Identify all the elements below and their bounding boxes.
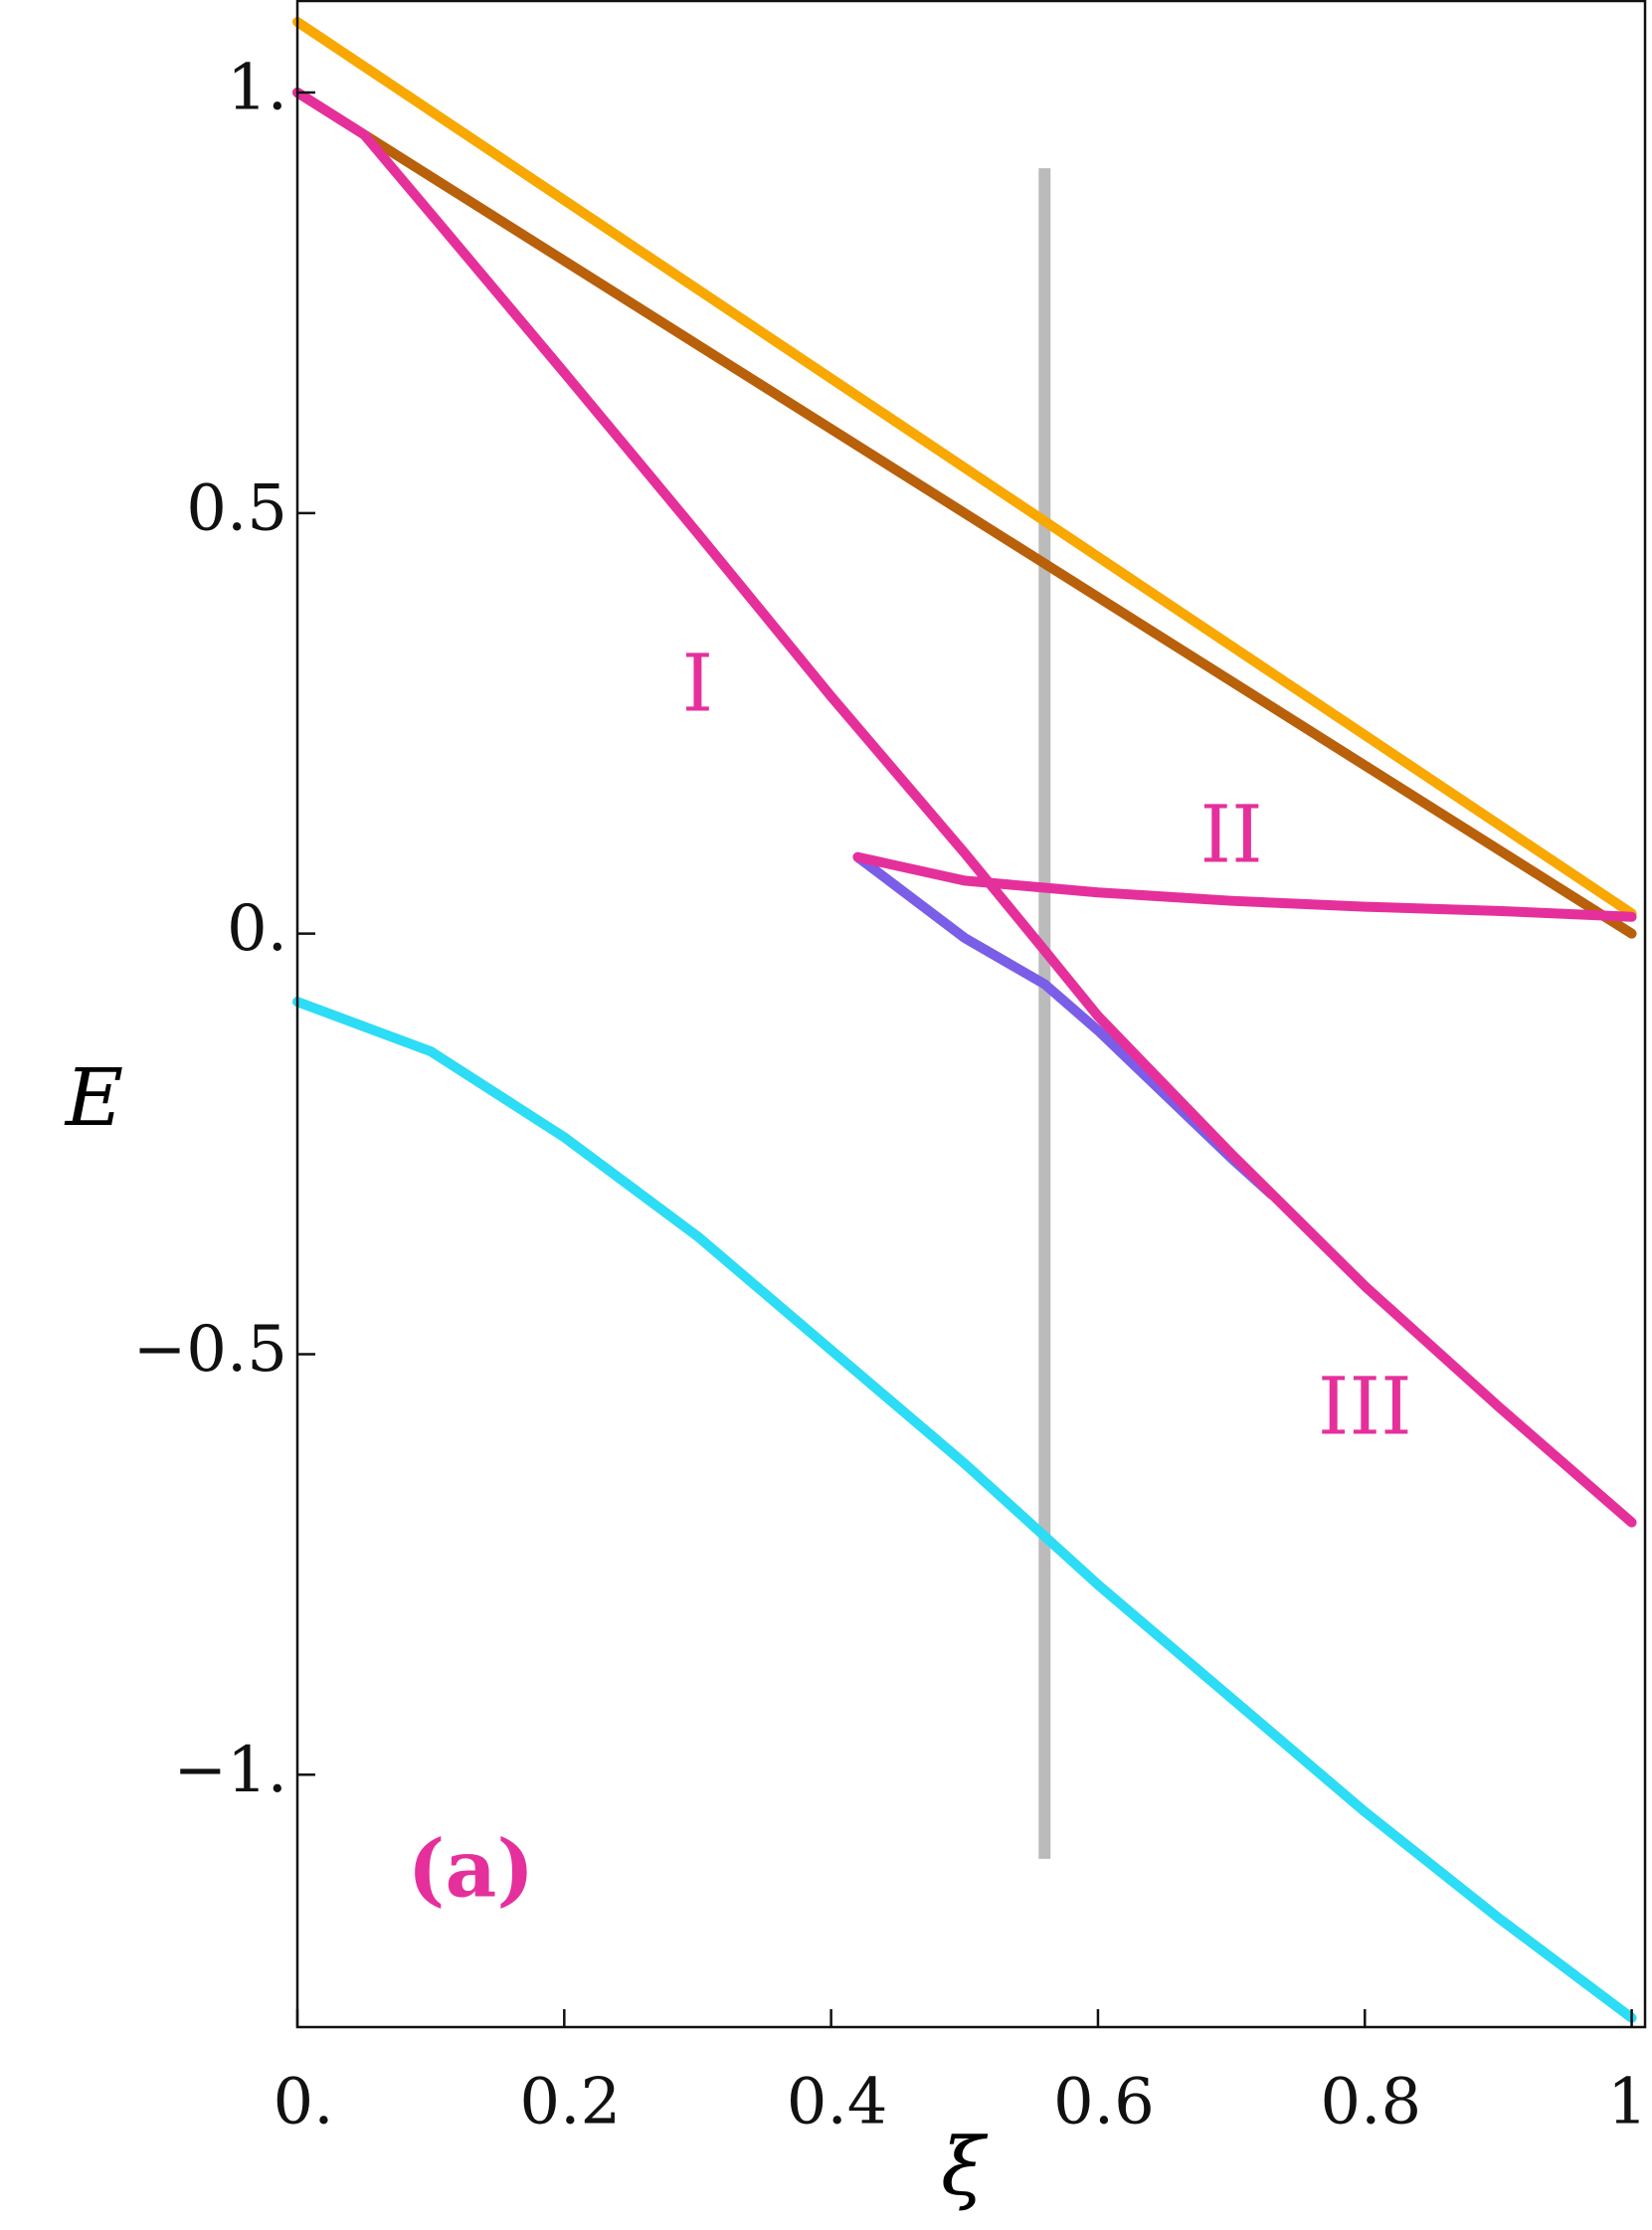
series-line (292, 16, 1637, 919)
series-line (852, 851, 1637, 922)
series-line (292, 997, 1637, 2023)
x-tick-label: 0.6 (1053, 2066, 1155, 2139)
x-tick-label: 0.8 (1320, 2066, 1421, 2139)
y-tick-label: 0. (227, 892, 287, 966)
annotation: I (682, 637, 714, 729)
annotation: (a) (408, 1822, 535, 1916)
series-line (292, 88, 1637, 1528)
y-tick-label: −1. (173, 1734, 287, 1807)
plot-frame (295, 0, 1647, 2029)
annotation: III (1318, 1361, 1412, 1453)
y-tick-label: 0.5 (186, 471, 287, 545)
annotation: II (1200, 789, 1263, 881)
x-tick-label: 1. (1607, 2066, 1652, 2139)
x-axis-label: ξ (941, 2121, 989, 2213)
y-axis-label: E (64, 1051, 123, 1144)
y-tick-label: −0.5 (133, 1313, 287, 1387)
series-line (292, 88, 1637, 939)
x-tick-label: 0.2 (519, 2066, 621, 2139)
x-tick-label: 0.4 (787, 2066, 888, 2139)
x-tick-label: 0. (273, 2066, 333, 2139)
y-tick-label: 1. (227, 52, 287, 125)
series-line (852, 851, 1277, 1200)
